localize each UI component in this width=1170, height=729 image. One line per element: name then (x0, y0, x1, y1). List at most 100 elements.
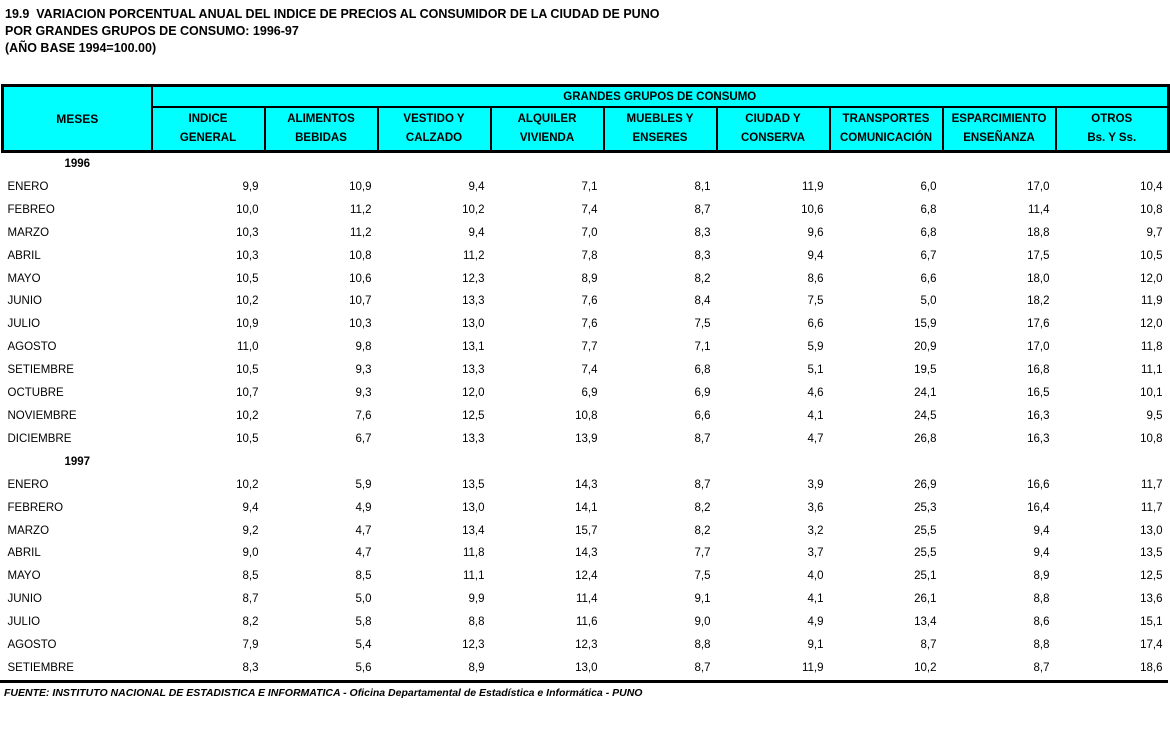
column-header-line: CALZADO (405, 132, 463, 144)
value-cell: 7,5 (694, 570, 711, 583)
value-cell: 10,8 (1140, 203, 1163, 216)
value-cell: 10,7 (236, 387, 259, 400)
column-header-alquiler-vivienda: ALQUILER VIVIENDA (489, 106, 605, 153)
value-cell: 9,4 (1033, 524, 1050, 537)
value-cell: 24,1 (914, 387, 937, 400)
value-cell: 4,0 (807, 570, 824, 583)
value-cell: 9,6 (807, 226, 824, 239)
value-cell: 10,0 (236, 203, 259, 216)
column-header-esparcimiento-ensenanza: ESPARCIMIENTO ENSEÑANZA (941, 106, 1057, 153)
column-header-line: ESPARCIMIENTO (951, 113, 1047, 125)
column-header-line: CONSERVA (740, 132, 806, 144)
value-cell: 8,4 (694, 295, 711, 308)
value-cell: 13,3 (462, 364, 485, 377)
value-cell: 10,6 (349, 272, 372, 285)
value-cell: 13,0 (1140, 524, 1163, 537)
value-cell: 11,9 (1140, 295, 1163, 308)
value-cell: 10,8 (1140, 432, 1163, 445)
table-row: JULIO 8,2 5,8 8,8 11,6 9,0 4,9 13,4 8,6 15,1 (3, 611, 1169, 634)
table-row: SETIEMBRE 8,3 5,6 8,9 13,0 8,7 11,9 10,2 8,7 18,6 (3, 657, 1169, 680)
column-header-line: ENSEÑANZA (963, 132, 1035, 144)
value-cell: 8,7 (920, 639, 937, 652)
table-row: AGOSTO 11,0 9,8 13,1 7,7 7,1 5,9 20,9 17,0 11,8 (3, 336, 1169, 359)
value-cell: 9,4 (242, 501, 259, 514)
value-cell: 16,8 (1027, 364, 1050, 377)
sub-header-row: INDICE GENERAL ALIMENTOS BEBIDAS VESTIDO… (3, 106, 1170, 153)
value-cell: 11,2 (462, 249, 485, 262)
value-cell: 11,4 (575, 593, 598, 606)
column-header-line: CIUDAD Y (745, 113, 801, 125)
value-cell: 13,9 (575, 432, 598, 445)
value-cell: 8,5 (242, 570, 259, 583)
table-row: FEBREO 10,0 11,2 10,2 7,4 8,7 10,6 6,8 11,4 10,8 (3, 199, 1169, 222)
table-row: SETIEMBRE 10,5 9,3 13,3 7,4 6,8 5,1 19,5 16,8 11,… (3, 359, 1169, 382)
value-cell: 11,8 (1140, 341, 1163, 354)
value-cell: 25,3 (914, 501, 937, 514)
value-cell: 10,2 (236, 478, 259, 491)
value-cell: 10,7 (349, 295, 372, 308)
value-cell: 6,6 (920, 272, 937, 285)
value-cell: 7,4 (581, 364, 598, 377)
value-cell: 11,0 (236, 341, 259, 354)
value-cell: 11,7 (1140, 478, 1163, 491)
value-cell: 8,9 (1033, 570, 1050, 583)
value-cell: 12,0 (462, 387, 485, 400)
group-header: GRANDES GRUPOS DE CONSUMO (150, 84, 1170, 108)
value-cell: 11,1 (1140, 364, 1163, 377)
table-row: JULIO 10,9 10,3 13,0 7,6 7,5 6,6 15,9 17,6 12,0 (3, 313, 1169, 336)
value-cell: 7,5 (807, 295, 824, 308)
value-cell: 10,3 (236, 226, 259, 239)
value-cell: 6,7 (355, 432, 372, 445)
table-header: MESES GRANDES GRUPOS DE CONSUMO INDICE G… (1, 84, 1170, 153)
value-cell: 9,2 (242, 524, 259, 537)
month-cell: MARZO (7, 524, 50, 537)
value-cell: 8,1 (694, 180, 711, 193)
value-cell: 6,8 (920, 203, 937, 216)
value-cell: 8,3 (242, 661, 259, 674)
value-cell: 5,0 (355, 593, 372, 606)
month-cell: DICIEMBRE (7, 432, 72, 445)
column-header-line: ALIMENTOS (287, 113, 355, 125)
table-row: DICIEMBRE 10,5 6,7 13,3 13,9 8,7 4,7 26,8 16,3 10… (3, 428, 1169, 451)
value-cell: 13,3 (462, 432, 485, 445)
month-cell: JUNIO (7, 593, 43, 606)
value-cell: 9,4 (807, 249, 824, 262)
value-cell: 18,6 (1140, 661, 1163, 674)
column-header-line: VESTIDO Y (403, 113, 465, 125)
value-cell: 11,9 (801, 180, 824, 193)
value-cell: 16,3 (1027, 432, 1050, 445)
table-row: AGOSTO 7,9 5,4 12,3 12,3 8,8 9,1 8,7 8,8 17,4 (3, 634, 1169, 657)
column-header-line: INDICE (188, 113, 228, 125)
value-cell: 6,6 (694, 409, 711, 422)
table-row: NOVIEMBRE 10,2 7,6 12,5 10,8 6,6 4,1 24,5 16,3 9,… (3, 405, 1169, 428)
value-cell: 12,0 (1140, 272, 1163, 285)
month-cell: FEBRERO (7, 501, 64, 514)
value-cell: 12,5 (1140, 570, 1163, 583)
column-header-indice-general: INDICE GENERAL (150, 106, 266, 153)
value-cell: 4,6 (807, 387, 824, 400)
month-cell: JULIO (7, 318, 41, 331)
value-cell: 8,8 (468, 616, 485, 629)
table-row: MARZO 10,3 11,2 9,4 7,0 8,3 9,6 6,8 18,8 9,7 (3, 222, 1169, 245)
group-header-row: MESES GRANDES GRUPOS DE CONSUMO (1, 84, 1170, 153)
value-cell: 8,7 (694, 478, 711, 491)
value-cell: 13,0 (575, 661, 598, 674)
value-cell: 9,9 (468, 593, 485, 606)
value-cell: 10,2 (236, 409, 259, 422)
value-cell: 9,1 (694, 593, 711, 606)
value-cell: 11,6 (575, 616, 598, 629)
value-cell: 20,9 (914, 341, 937, 354)
value-cell: 4,7 (355, 547, 372, 560)
value-cell: 8,2 (694, 501, 711, 514)
month-cell: AGOSTO (7, 341, 57, 354)
value-cell: 3,6 (807, 501, 824, 514)
value-cell: 5,4 (355, 639, 372, 652)
value-cell: 9,9 (242, 180, 259, 193)
value-cell: 13,0 (462, 501, 485, 514)
value-cell: 15,7 (575, 524, 598, 537)
value-cell: 9,7 (1146, 226, 1163, 239)
column-header-line: Bs. Y Ss. (1087, 132, 1137, 144)
month-cell: MARZO (7, 226, 50, 239)
value-cell: 8,7 (694, 432, 711, 445)
month-cell: JUNIO (7, 295, 43, 308)
